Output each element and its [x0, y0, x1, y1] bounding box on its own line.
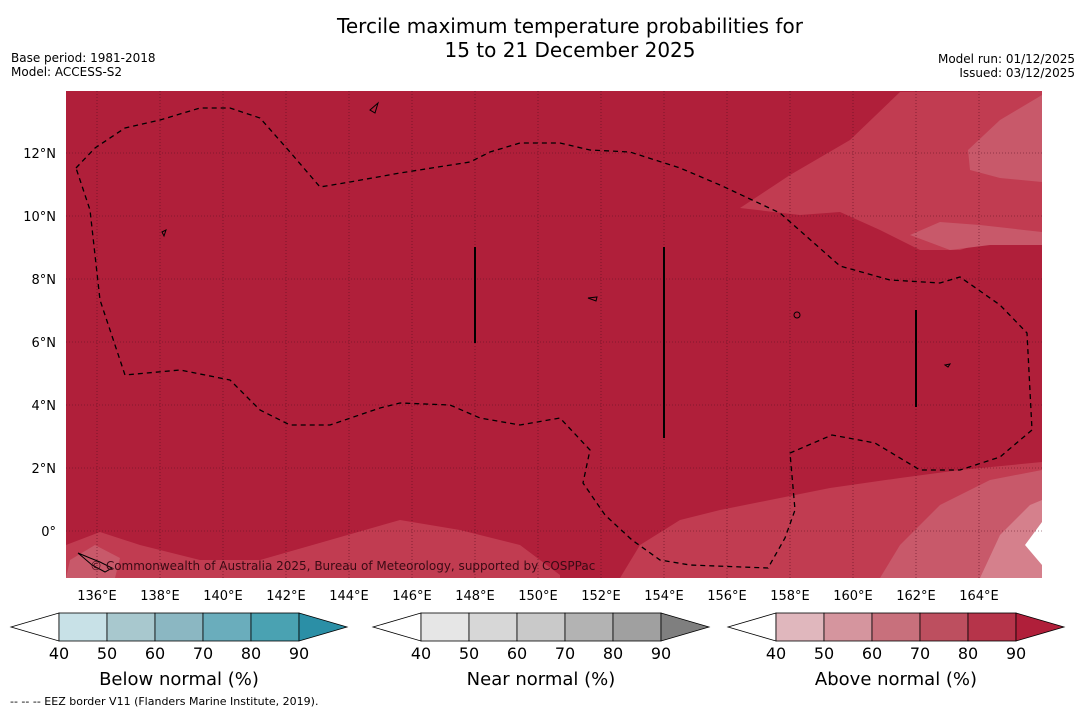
colorbars: 40 50 60 70 80 90 Below normal (%) 40 50 60 70 80 90… [9, 612, 1066, 690]
colorbar-segment [612, 612, 662, 642]
prob-region-ne-medium-2 [910, 222, 1042, 250]
lon-label: 162°E [896, 589, 936, 604]
prob-region-sw-high [66, 520, 560, 578]
eez-border [75, 107, 1033, 569]
colorbar-tick: 60 [507, 644, 527, 663]
lon-label: 150°E [518, 589, 558, 604]
title-line-2: 15 to 21 December 2025 [444, 38, 696, 62]
lon-label: 154°E [644, 589, 684, 604]
prob-region-ne-medium [968, 95, 1042, 182]
colorbar-tick: 90 [651, 644, 671, 663]
colorbar-segment [967, 612, 1017, 642]
lon-label: 138°E [140, 589, 180, 604]
colorbar-tick: 60 [862, 644, 882, 663]
colorbar-2: 40 50 60 70 80 90 Near normal (%) [371, 612, 711, 690]
lon-label: 142°E [266, 589, 306, 604]
colorbar-tick: 50 [459, 644, 479, 663]
colorbar-tick: 80 [603, 644, 623, 663]
colorbar-tick: 90 [289, 644, 309, 663]
issued-date: Issued: 03/12/2025 [959, 66, 1075, 80]
colorbar-tick: 70 [193, 644, 213, 663]
colorbar-segment [871, 612, 921, 642]
longitude-labels: 136°E 138°E 140°E 142°E 144°E 146°E 148°E 150°E… [77, 589, 999, 604]
colorbar-segment [823, 612, 873, 642]
colorbar-segment [420, 612, 470, 642]
lat-label: 4°N [32, 399, 57, 414]
colorbar-tick: 50 [97, 644, 117, 663]
colorbar-segment [202, 612, 252, 642]
colorbar-low-extension [726, 612, 777, 642]
title-line-1: Tercile maximum temperature probabilitie… [337, 14, 803, 38]
prob-region-se-white [1025, 522, 1042, 565]
colorbar-tick: 90 [1006, 644, 1026, 663]
colorbar-title: Near normal (%) [467, 669, 616, 690]
colorbar-tick: 70 [555, 644, 575, 663]
model-run: Model run: 01/12/2025 [937, 52, 1075, 66]
lon-label: 158°E [770, 589, 810, 604]
colorbar-low-extension [371, 612, 422, 642]
colorbar-segment [564, 612, 614, 642]
colorbar-1: 40 50 60 70 80 90 Below normal (%) [9, 612, 349, 690]
colorbar-segment [516, 612, 566, 642]
colorbar-tick: 40 [49, 644, 69, 663]
lat-label: 0° [41, 525, 56, 540]
colorbar-tick: 60 [145, 644, 165, 663]
lon-label: 148°E [455, 589, 495, 604]
colorbar-segment [775, 612, 825, 642]
colorbar-3: 40 50 60 70 80 90 Above normal (%) [726, 612, 1066, 690]
colorbar-high-extension [660, 612, 711, 642]
data-bars [474, 247, 917, 438]
colorbar-segment [468, 612, 518, 642]
colorbar-tick: 50 [814, 644, 834, 663]
colorbar-segment [58, 612, 108, 642]
colorbar-tick: 70 [910, 644, 930, 663]
colorbar-low-extension [9, 612, 60, 642]
lon-label: 164°E [959, 589, 999, 604]
base-period: Base period: 1981-2018 [11, 51, 156, 65]
colorbar-title: Below normal (%) [99, 669, 259, 690]
meta-right: Model run: 01/12/2025 Issued: 03/12/2025 [938, 52, 1075, 80]
colorbar-title: Above normal (%) [815, 669, 977, 690]
colorbar-tick: 40 [766, 644, 786, 663]
colorbar-segment [154, 612, 204, 642]
colorbar-segment [106, 612, 156, 642]
lon-label: 144°E [329, 589, 369, 604]
prob-region-se-low [980, 500, 1042, 578]
lon-label: 136°E [77, 589, 117, 604]
lat-label: 12°N [23, 147, 56, 162]
colorbar-tick: 40 [411, 644, 431, 663]
model-name: Model: ACCESS-S2 [11, 65, 123, 79]
chart-title: Tercile maximum temperature probabilitie… [0, 14, 1085, 62]
latitude-labels: 12°N 10°N 8°N 6°N 4°N 2°N 0° [23, 147, 56, 540]
copyright-notice: © Commonwealth of Australia 2025, Bureau… [90, 559, 595, 573]
colorbar-tick: 80 [241, 644, 261, 663]
meta-left: Base period: 1981-2018 Model: ACCESS-S2 [11, 51, 156, 79]
islands [77, 101, 952, 573]
lat-label: 6°N [32, 336, 57, 351]
colorbar-segment [919, 612, 969, 642]
colorbar-high-extension [1015, 612, 1066, 642]
map-grid [66, 91, 1042, 578]
prob-region-ne-high [740, 91, 1042, 250]
colorbar-high-extension [298, 612, 349, 642]
lon-label: 160°E [833, 589, 873, 604]
lat-label: 10°N [23, 210, 56, 225]
lon-label: 156°E [707, 589, 747, 604]
lon-label: 146°E [392, 589, 432, 604]
lat-label: 2°N [32, 462, 57, 477]
map-field [66, 91, 1042, 578]
colorbar-segment [250, 612, 300, 642]
lat-label: 8°N [32, 273, 57, 288]
lon-label: 152°E [581, 589, 621, 604]
colorbar-tick: 80 [958, 644, 978, 663]
footnote: -- -- -- EEZ border V11 (Flanders Marine… [10, 695, 319, 708]
prob-region-sw-medium [66, 545, 120, 578]
lon-label: 140°E [203, 589, 243, 604]
